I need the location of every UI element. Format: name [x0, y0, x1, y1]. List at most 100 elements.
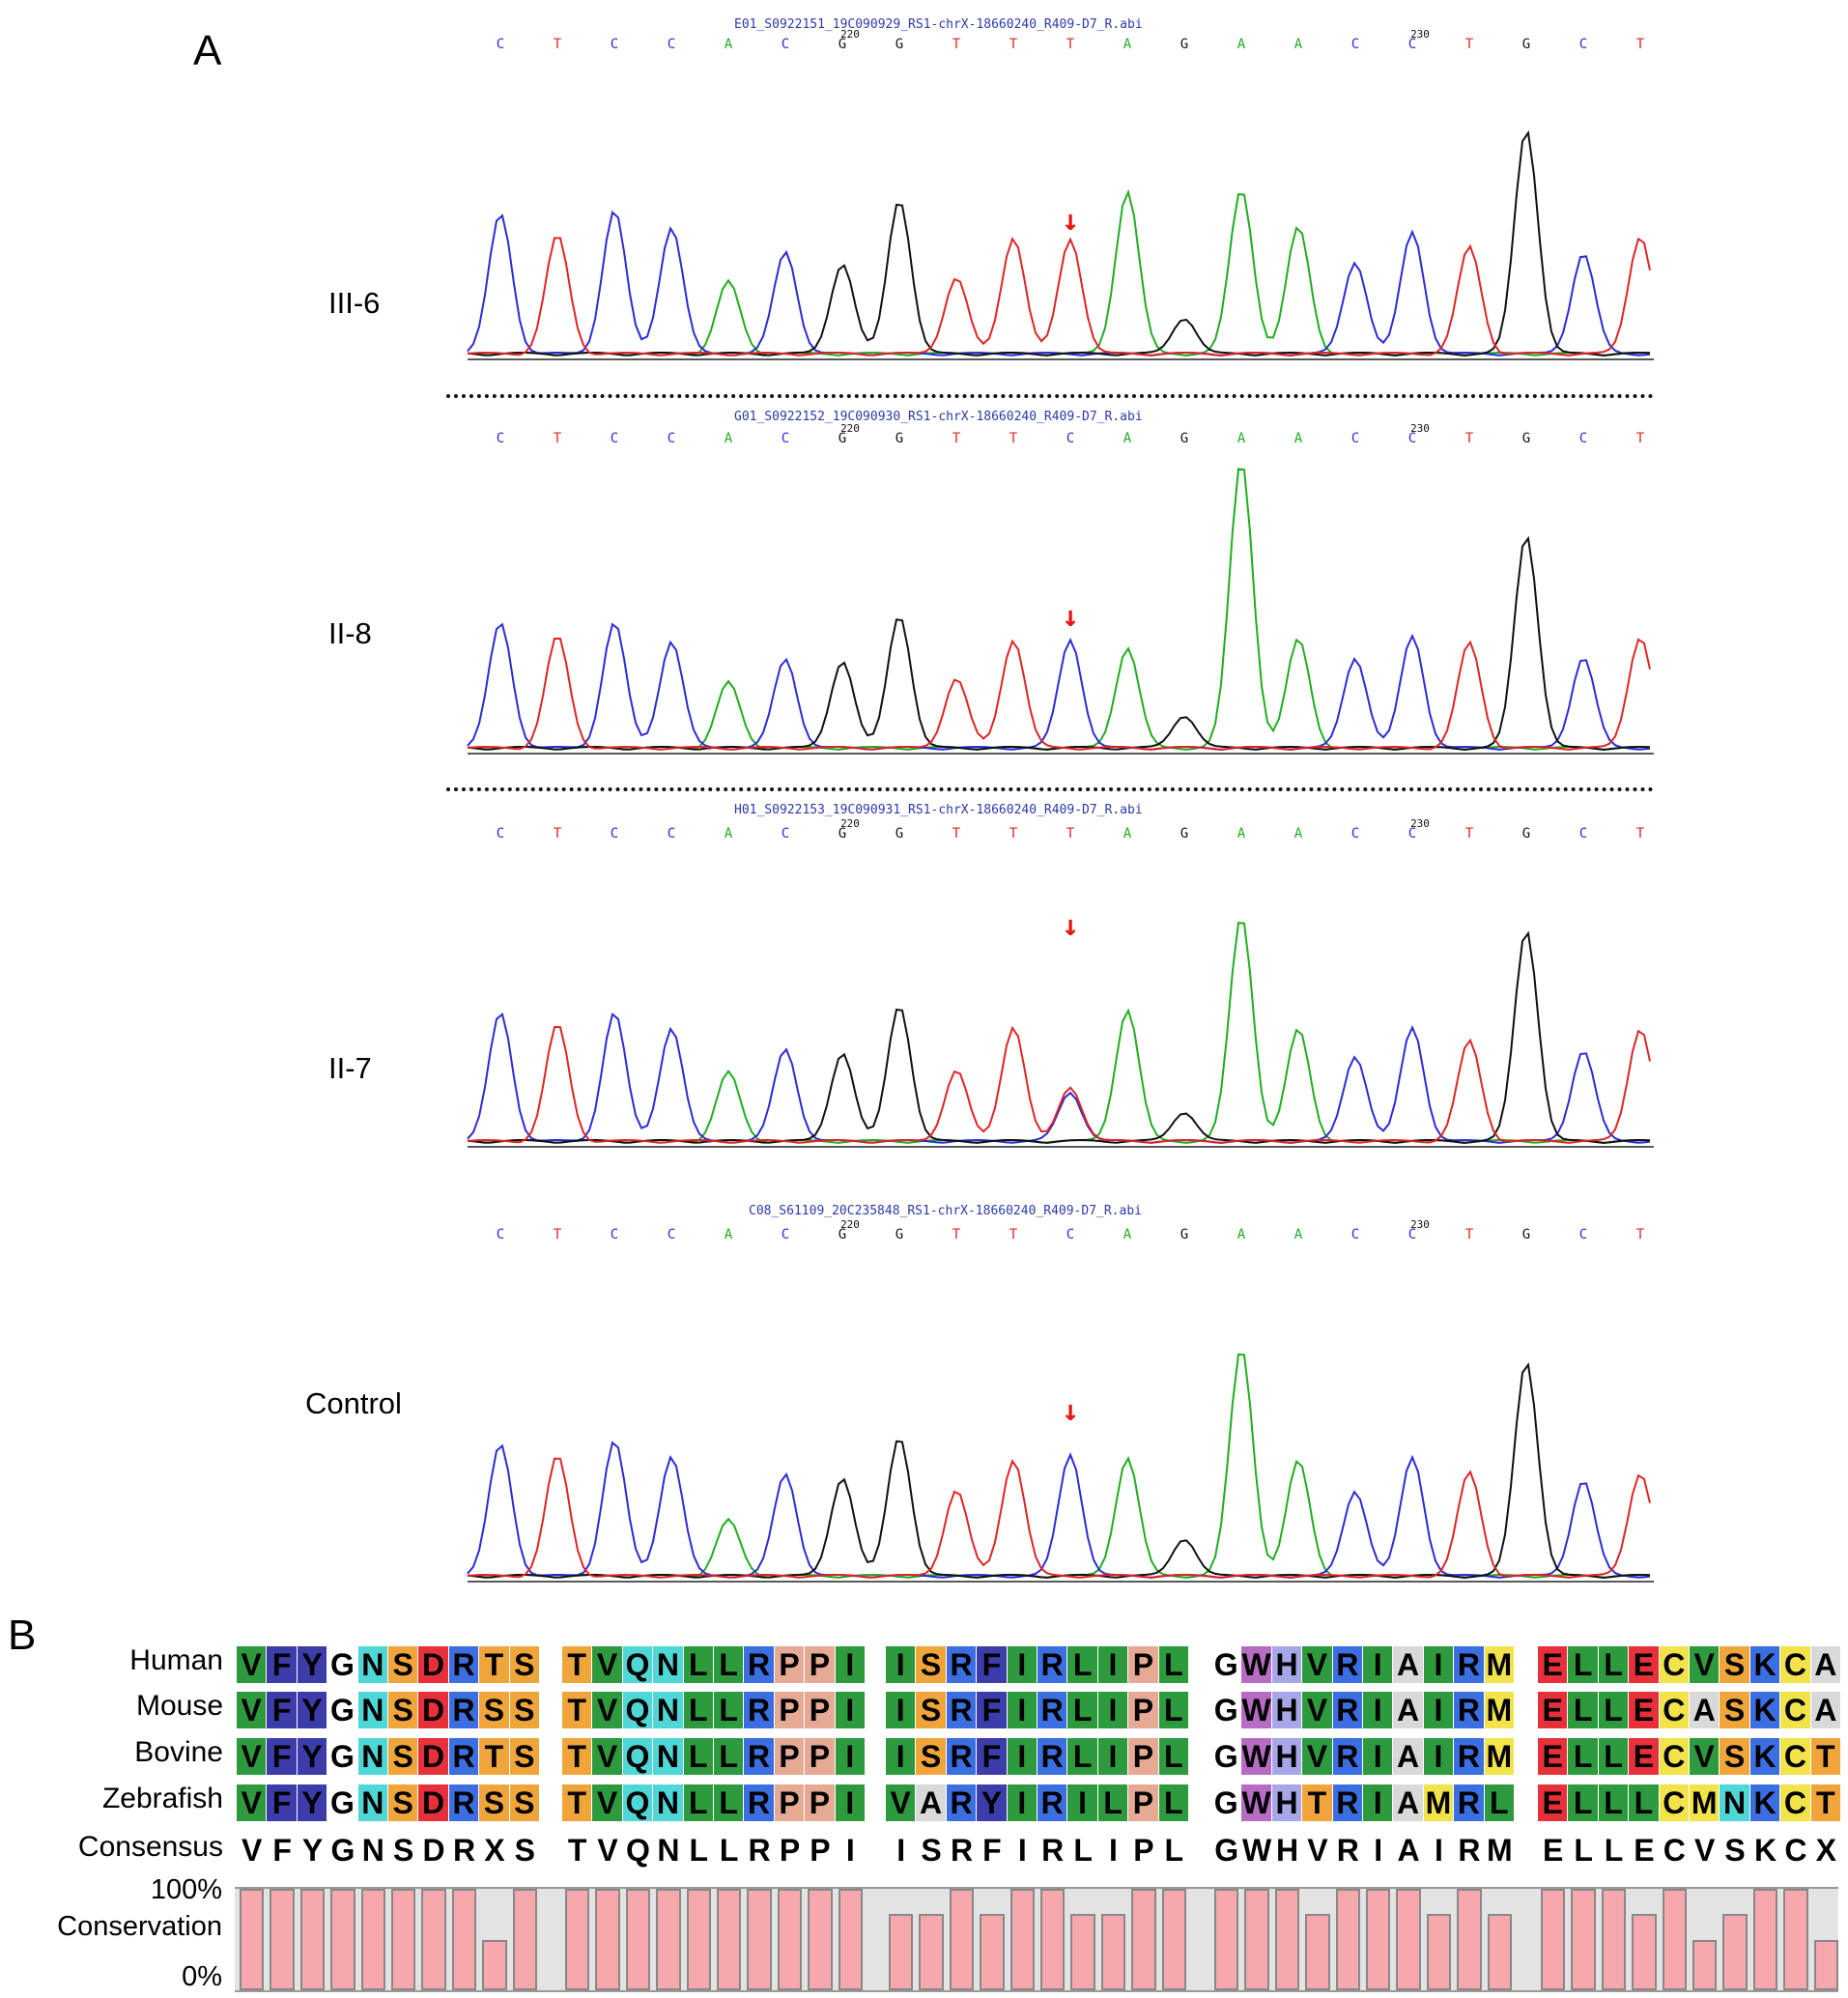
consensus-residue: F [982, 1833, 1002, 1868]
residue-cell: G [327, 1646, 358, 1683]
residue-cell: T [1810, 1738, 1841, 1775]
residue-cell: T [562, 1646, 593, 1683]
residue-cell: H [1271, 1646, 1303, 1683]
consensus-residue: G [1214, 1833, 1239, 1868]
residue-cell: R [1038, 1692, 1068, 1728]
base-call: C [611, 431, 618, 446]
residue-cell: R [1332, 1692, 1363, 1728]
residue-cell: I [1097, 1738, 1129, 1775]
consensus-residue: D [422, 1833, 445, 1868]
base-call: C [611, 37, 618, 52]
residue-cell: W [1241, 1692, 1272, 1728]
mutation-arrow: ↓ [1062, 204, 1079, 238]
residue-cell: F [267, 1692, 298, 1728]
residue-cell: S [509, 1738, 540, 1775]
residue-cell: L [1568, 1738, 1599, 1775]
base-call: T [1009, 37, 1018, 52]
base-call: T [1465, 1227, 1474, 1242]
base-call: G [1180, 431, 1188, 446]
residue-cell: S [1720, 1646, 1750, 1683]
residue-cell: H [1271, 1692, 1303, 1728]
conservation-bar [747, 1889, 772, 1990]
consensus-residue: P [810, 1833, 831, 1868]
consensus-residue: I [1109, 1833, 1118, 1868]
residue-cell: A [1810, 1692, 1841, 1728]
mutation-arrow: ↓ [1062, 909, 1079, 943]
residue-cell: D [418, 1692, 449, 1728]
base-call: A [725, 826, 733, 842]
conservation-bar [1601, 1889, 1627, 1990]
conservation-axis-top: 100% [150, 1874, 222, 1905]
trace-g [467, 129, 1651, 357]
residue-cell: Y [297, 1646, 328, 1683]
residue-cell: I [1067, 1784, 1098, 1821]
consensus-residue: H [1275, 1833, 1299, 1868]
residue-cell: C [1780, 1738, 1811, 1775]
residue-cell: A [916, 1784, 947, 1821]
base-call: T [952, 826, 961, 842]
residue-cell: I [886, 1692, 917, 1728]
residue-cell: Q [622, 1646, 654, 1683]
residue-cell: A [1393, 1784, 1424, 1821]
conservation-bar [451, 1889, 477, 1990]
residue-cell: L [1598, 1692, 1630, 1728]
conservation-bar [1571, 1889, 1596, 1990]
conservation-axis-bottom: 0% [182, 1961, 222, 1992]
trace-c [467, 1441, 1651, 1580]
residue-cell: S [388, 1692, 419, 1728]
base-call: T [952, 37, 961, 52]
base-call: T [1465, 37, 1474, 52]
consensus-residue: L [689, 1833, 709, 1868]
residue-cell: A [1393, 1646, 1424, 1683]
consensus-residue: R [748, 1833, 771, 1868]
conservation-bar [980, 1914, 1005, 1990]
residue-cell: P [805, 1692, 836, 1728]
base-call: C [1408, 431, 1416, 446]
mutation-arrow: ↓ [1062, 1394, 1079, 1428]
base-call: T [1066, 826, 1075, 842]
consensus-residue: V [1307, 1833, 1328, 1868]
sample-label-iii-6: III-6 [328, 286, 381, 320]
conservation-bar [1100, 1914, 1126, 1990]
panel-a-letter: A [193, 27, 222, 74]
base-call: G [1522, 826, 1530, 842]
base-call: T [1009, 431, 1018, 446]
residue-cell: E [1629, 1646, 1660, 1683]
consensus-residue: X [1815, 1833, 1836, 1868]
base-call: C [668, 1227, 675, 1242]
base-call: G [896, 37, 903, 52]
residue-cell: L [683, 1646, 714, 1683]
conservation-bar [565, 1889, 590, 1990]
residue-cell: P [1128, 1784, 1159, 1821]
residue-cell: K [1749, 1692, 1781, 1728]
residue-cell: T [479, 1646, 510, 1683]
consensus-residue: P [1133, 1833, 1154, 1868]
base-call: C [611, 1227, 618, 1242]
residue-cell: I [835, 1784, 866, 1821]
residue-cell: L [714, 1738, 745, 1775]
conservation-bar [1335, 1889, 1360, 1990]
residue-cell: S [916, 1692, 947, 1728]
base-call: G [1522, 431, 1530, 446]
residue-cell: L [1067, 1738, 1098, 1775]
residue-cell: I [1097, 1646, 1129, 1683]
residue-cell: R [1454, 1646, 1485, 1683]
residue-cell: N [357, 1646, 388, 1683]
residue-cell: G [1211, 1692, 1242, 1728]
residue-cell: N [1720, 1784, 1750, 1821]
base-call: T [1465, 431, 1474, 446]
residue-cell: R [946, 1646, 978, 1683]
consensus-residue: X [484, 1833, 505, 1868]
residue-cell: T [562, 1692, 593, 1728]
residue-cell: Y [297, 1784, 328, 1821]
track-file-name-4: C08_S61109_20C235848_RS1-chrX-18660240_R… [749, 1204, 1142, 1218]
base-call: G [1180, 1227, 1188, 1242]
residue-cell: L [683, 1738, 714, 1775]
consensus-residue: N [657, 1833, 680, 1868]
consensus-residue: Y [301, 1833, 324, 1868]
base-call: T [1636, 431, 1645, 446]
consensus-residue: I [1374, 1833, 1383, 1868]
base-call: T [554, 37, 562, 52]
position-marker: 230 [1410, 422, 1430, 435]
